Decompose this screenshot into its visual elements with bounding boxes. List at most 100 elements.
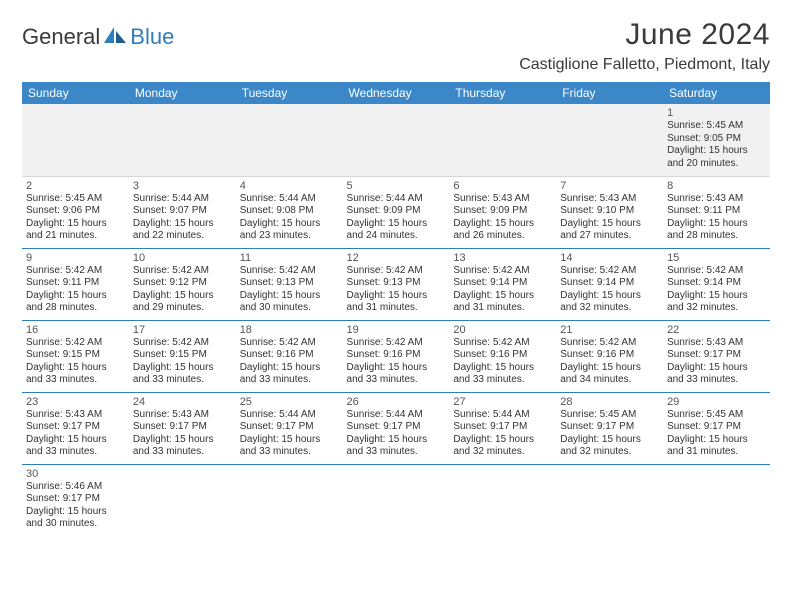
calendar-cell: 30Sunrise: 5:46 AMSunset: 9:17 PMDayligh… [22,464,129,536]
sunset-text: Sunset: 9:11 PM [667,205,766,218]
logo: General Blue [22,24,174,50]
sunset-text: Sunset: 9:16 PM [240,349,339,362]
daylight-text: Daylight: 15 hours [667,145,766,158]
day-number: 28 [560,396,659,408]
sunset-text: Sunset: 9:17 PM [133,421,232,434]
calendar-cell: 8Sunrise: 5:43 AMSunset: 9:11 PMDaylight… [663,176,770,248]
daylight-text: and 32 minutes. [560,302,659,315]
daylight-text: Daylight: 15 hours [133,434,232,447]
sunset-text: Sunset: 9:15 PM [26,349,125,362]
sunset-text: Sunset: 9:17 PM [240,421,339,434]
calendar-row: 23Sunrise: 5:43 AMSunset: 9:17 PMDayligh… [22,392,770,464]
sunset-text: Sunset: 9:07 PM [133,205,232,218]
sunrise-text: Sunrise: 5:42 AM [347,265,446,278]
day-number: 13 [453,252,552,264]
logo-word-1: General [22,24,100,50]
day-number: 12 [347,252,446,264]
calendar-cell: 1Sunrise: 5:45 AMSunset: 9:05 PMDaylight… [663,104,770,176]
day-header: Monday [129,82,236,104]
calendar-cell: 9Sunrise: 5:42 AMSunset: 9:11 PMDaylight… [22,248,129,320]
daylight-text: and 31 minutes. [347,302,446,315]
sunset-text: Sunset: 9:14 PM [560,277,659,290]
sunrise-text: Sunrise: 5:44 AM [347,409,446,422]
day-number: 4 [240,180,339,192]
day-number: 17 [133,324,232,336]
daylight-text: Daylight: 15 hours [667,290,766,303]
daylight-text: and 28 minutes. [667,230,766,243]
calendar-cell: 10Sunrise: 5:42 AMSunset: 9:12 PMDayligh… [129,248,236,320]
daylight-text: and 22 minutes. [133,230,232,243]
daylight-text: and 33 minutes. [347,446,446,459]
day-number: 2 [26,180,125,192]
calendar-cell: 13Sunrise: 5:42 AMSunset: 9:14 PMDayligh… [449,248,556,320]
sunset-text: Sunset: 9:09 PM [347,205,446,218]
daylight-text: Daylight: 15 hours [453,218,552,231]
sunset-text: Sunset: 9:16 PM [560,349,659,362]
sunrise-text: Sunrise: 5:42 AM [560,337,659,350]
day-number: 3 [133,180,232,192]
sunrise-text: Sunrise: 5:44 AM [133,193,232,206]
sunrise-text: Sunrise: 5:42 AM [240,265,339,278]
daylight-text: Daylight: 15 hours [133,218,232,231]
daylight-text: Daylight: 15 hours [667,218,766,231]
sunset-text: Sunset: 9:17 PM [26,493,125,506]
sunrise-text: Sunrise: 5:42 AM [26,265,125,278]
daylight-text: Daylight: 15 hours [453,290,552,303]
daylight-text: and 33 minutes. [347,374,446,387]
day-number: 8 [667,180,766,192]
calendar-cell: 6Sunrise: 5:43 AMSunset: 9:09 PMDaylight… [449,176,556,248]
day-number: 22 [667,324,766,336]
calendar-cell [663,464,770,536]
calendar-row: 2Sunrise: 5:45 AMSunset: 9:06 PMDaylight… [22,176,770,248]
daylight-text: Daylight: 15 hours [560,362,659,375]
sunset-text: Sunset: 9:16 PM [453,349,552,362]
sunrise-text: Sunrise: 5:43 AM [667,337,766,350]
daylight-text: and 27 minutes. [560,230,659,243]
logo-word-2: Blue [130,24,174,50]
day-number: 16 [26,324,125,336]
day-number: 6 [453,180,552,192]
daylight-text: Daylight: 15 hours [240,434,339,447]
day-number: 20 [453,324,552,336]
day-number: 1 [667,107,766,119]
daylight-text: and 33 minutes. [453,374,552,387]
sunset-text: Sunset: 9:05 PM [667,133,766,146]
sunrise-text: Sunrise: 5:42 AM [133,337,232,350]
day-header-row: Sunday Monday Tuesday Wednesday Thursday… [22,82,770,104]
sunset-text: Sunset: 9:06 PM [26,205,125,218]
calendar-cell: 3Sunrise: 5:44 AMSunset: 9:07 PMDaylight… [129,176,236,248]
calendar-cell [129,104,236,176]
calendar-table: Sunday Monday Tuesday Wednesday Thursday… [22,82,770,536]
calendar-cell [343,104,450,176]
calendar-cell: 15Sunrise: 5:42 AMSunset: 9:14 PMDayligh… [663,248,770,320]
daylight-text: and 33 minutes. [240,374,339,387]
sails-icon [102,25,128,50]
daylight-text: and 23 minutes. [240,230,339,243]
daylight-text: and 33 minutes. [26,374,125,387]
daylight-text: Daylight: 15 hours [453,362,552,375]
sunset-text: Sunset: 9:14 PM [453,277,552,290]
header: General Blue June 2024 Castiglione Falle… [22,18,770,74]
sunrise-text: Sunrise: 5:42 AM [667,265,766,278]
calendar-cell: 11Sunrise: 5:42 AMSunset: 9:13 PMDayligh… [236,248,343,320]
daylight-text: and 33 minutes. [240,446,339,459]
calendar-cell: 28Sunrise: 5:45 AMSunset: 9:17 PMDayligh… [556,392,663,464]
sunrise-text: Sunrise: 5:43 AM [667,193,766,206]
daylight-text: Daylight: 15 hours [26,362,125,375]
sunrise-text: Sunrise: 5:44 AM [240,193,339,206]
daylight-text: and 33 minutes. [133,446,232,459]
calendar-cell [449,464,556,536]
sunrise-text: Sunrise: 5:44 AM [240,409,339,422]
day-header: Wednesday [343,82,450,104]
daylight-text: Daylight: 15 hours [26,506,125,519]
day-number: 19 [347,324,446,336]
sunrise-text: Sunrise: 5:42 AM [240,337,339,350]
calendar-cell [343,464,450,536]
day-header: Tuesday [236,82,343,104]
calendar-row: 16Sunrise: 5:42 AMSunset: 9:15 PMDayligh… [22,320,770,392]
daylight-text: Daylight: 15 hours [347,434,446,447]
calendar-cell [236,464,343,536]
calendar-cell [236,104,343,176]
day-number: 23 [26,396,125,408]
calendar-row: 9Sunrise: 5:42 AMSunset: 9:11 PMDaylight… [22,248,770,320]
